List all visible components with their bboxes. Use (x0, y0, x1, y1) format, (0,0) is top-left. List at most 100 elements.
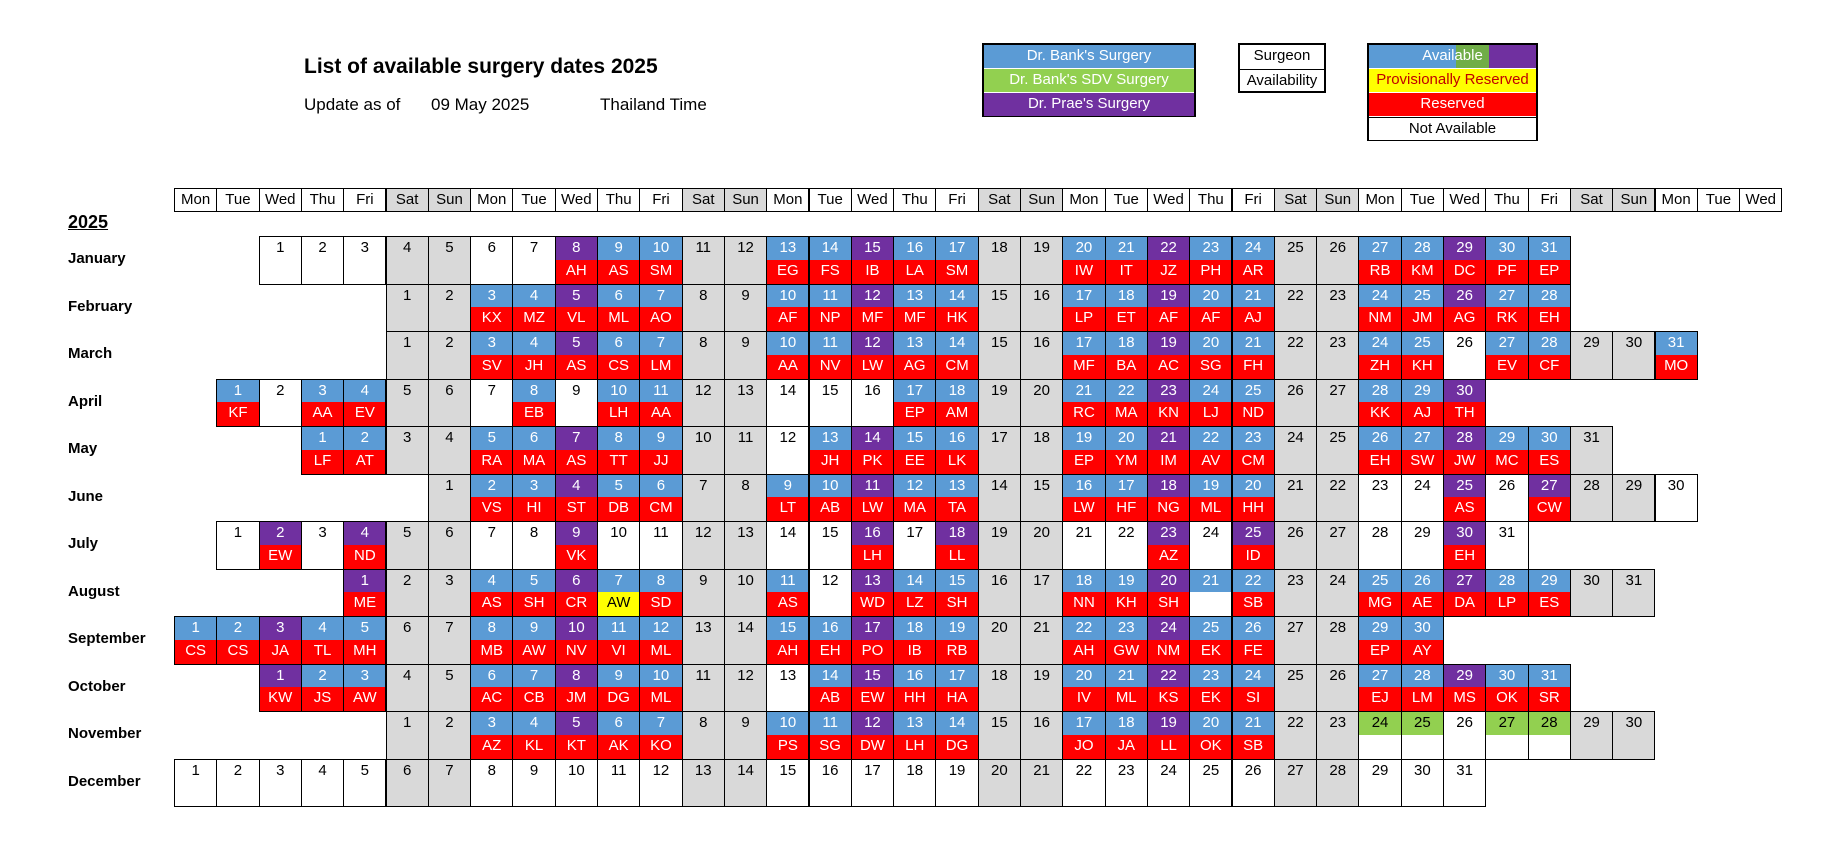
day-number: 6 (640, 474, 682, 498)
reserved-initials: NN (1063, 592, 1105, 615)
day-number: 19 (1147, 712, 1190, 735)
day-number: 15 (978, 284, 1020, 308)
weekday-header: Fri (935, 188, 979, 212)
day-number: 16 (851, 379, 894, 403)
day-number: 28 (1359, 379, 1401, 403)
day-number: 22 (1274, 284, 1317, 308)
day-number: 3 (344, 664, 386, 688)
day-number: 25 (1232, 522, 1274, 545)
day-number: 20 (1232, 474, 1274, 498)
reserved-initials: ND (1232, 402, 1274, 425)
reserved-initials: IT (1105, 259, 1147, 283)
day-number: 2 (259, 522, 301, 545)
day-number: 26 (1444, 284, 1486, 308)
day-number: 25 (1232, 379, 1274, 403)
reserved-initials: MH (344, 639, 386, 663)
day-number: 3 (471, 284, 513, 308)
day-number: 1 (259, 237, 301, 260)
weekday-header: Fri (1231, 188, 1275, 212)
day-number: 30 (1528, 427, 1570, 450)
day-number: 17 (1021, 569, 1063, 593)
day-number: 3 (513, 474, 555, 498)
day-number: 7 (598, 569, 640, 593)
day-number: 9 (555, 522, 597, 545)
day-number: 1 (386, 332, 428, 355)
day-number: 13 (936, 474, 978, 498)
month-label: February (68, 297, 133, 315)
day-number: 22 (1190, 427, 1232, 450)
day-number: 13 (894, 332, 936, 355)
day-number: 14 (978, 474, 1020, 498)
reserved-initials: HK (936, 307, 978, 330)
reserved-initials: VI (598, 639, 640, 663)
reserved-initials: SW (1401, 449, 1443, 473)
day-number: 19 (1147, 332, 1190, 355)
reserved-initials: AY (1401, 639, 1443, 663)
legend-reserved: Reserved (1369, 93, 1536, 116)
day-number: 27 (1317, 522, 1359, 545)
day-number: 28 (1486, 569, 1528, 593)
reserved-initials: AG (894, 354, 936, 378)
reserved-initials: EK (1190, 639, 1232, 663)
reserved-initials: DG (598, 687, 640, 710)
day-number: 5 (428, 664, 471, 688)
day-number: 23 (1317, 332, 1359, 355)
reserved-initials: IB (851, 259, 894, 283)
day-number: 5 (386, 522, 428, 545)
day-number: 8 (724, 474, 767, 498)
day-number: 21 (1232, 712, 1274, 735)
day-number: 26 (1317, 664, 1359, 688)
reserved-initials: AZ (1147, 544, 1190, 568)
reserved-initials: EP (1063, 449, 1105, 473)
reserved-initials: MF (894, 307, 936, 330)
day-number: 21 (1190, 569, 1232, 593)
reserved-initials: ND (344, 544, 386, 568)
day-number: 26 (1274, 379, 1317, 403)
reserved-initials: PK (851, 449, 894, 473)
day-number: 28 (1317, 617, 1359, 640)
day-number: 2 (301, 664, 344, 688)
day-number: 13 (851, 569, 894, 593)
day-number: 20 (1190, 712, 1232, 735)
day-number: 22 (1274, 712, 1317, 735)
day-number: 24 (1359, 712, 1401, 735)
day-number: 16 (1021, 284, 1063, 308)
day-number: 15 (1021, 474, 1063, 498)
day-number: 16 (851, 522, 894, 545)
day-number: 12 (851, 284, 894, 308)
day-number: 6 (386, 759, 428, 783)
day-number: 24 (1147, 759, 1190, 783)
reserved-initials: AW (513, 639, 555, 663)
reserved-initials: CS (217, 639, 259, 663)
day-number: 3 (301, 379, 344, 403)
weekday-header: Thu (1485, 188, 1529, 212)
weekday-header: Mon (174, 188, 218, 212)
reserved-initials: LL (1147, 734, 1190, 758)
day-number: 4 (471, 569, 513, 593)
reserved-initials: JH (513, 354, 555, 378)
day-number: 13 (767, 237, 809, 260)
day-number: 30 (1570, 569, 1613, 593)
day-number: 28 (1317, 759, 1359, 783)
day-number: 21 (1147, 427, 1190, 450)
update-timezone: Thailand Time (600, 95, 707, 114)
reserved-initials: LA (894, 259, 936, 283)
reserved-initials: VL (555, 307, 597, 330)
day-number: 1 (175, 759, 217, 783)
day-number: 8 (555, 237, 597, 260)
day-number: 4 (513, 284, 555, 308)
day-number: 14 (767, 522, 809, 545)
day-number: 19 (1105, 569, 1147, 593)
day-number: 9 (513, 617, 555, 640)
day-number: 19 (936, 759, 978, 783)
day-number: 13 (809, 427, 851, 450)
day-number: 13 (724, 379, 767, 403)
day-number: 27 (1359, 237, 1401, 260)
weekday-header: Mon (470, 188, 514, 212)
reserved-initials: AG (1444, 307, 1486, 330)
day-number: 28 (1570, 474, 1613, 498)
day-number: 23 (1105, 759, 1147, 783)
day-number: 13 (682, 759, 724, 783)
reserved-initials: RK (1486, 307, 1528, 330)
reserved-initials: MA (894, 497, 936, 520)
